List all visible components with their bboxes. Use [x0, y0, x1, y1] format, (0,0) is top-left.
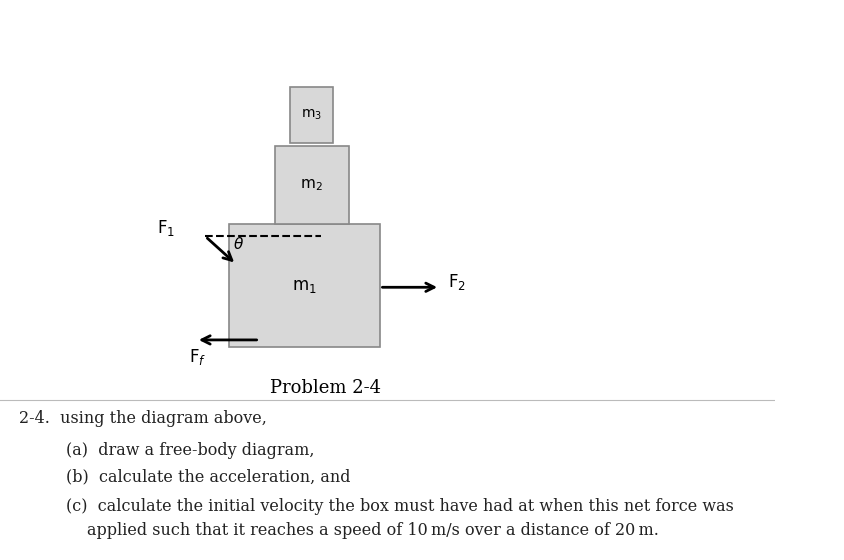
Text: m$_3$: m$_3$: [301, 108, 322, 122]
FancyBboxPatch shape: [229, 224, 380, 347]
Text: F$_1$: F$_1$: [158, 218, 176, 239]
Text: m$_1$: m$_1$: [292, 277, 316, 295]
Text: Problem 2-4: Problem 2-4: [270, 379, 381, 396]
FancyBboxPatch shape: [275, 146, 349, 224]
Text: (b)  calculate the acceleration, and: (b) calculate the acceleration, and: [66, 469, 350, 486]
Text: F$_2$: F$_2$: [447, 272, 466, 292]
Text: m$_2$: m$_2$: [300, 177, 323, 193]
FancyBboxPatch shape: [290, 87, 333, 143]
Text: (c)  calculate the initial velocity the box must have had at when this net force: (c) calculate the initial velocity the b…: [66, 498, 733, 515]
Text: F$_f$: F$_f$: [189, 347, 206, 367]
Text: 2-4.  using the diagram above,: 2-4. using the diagram above,: [19, 410, 268, 427]
Text: θ: θ: [234, 237, 243, 251]
Text: applied such that it reaches a speed of 10 m/s over a distance of 20 m.: applied such that it reaches a speed of …: [87, 522, 658, 539]
Text: (a)  draw a free-body diagram,: (a) draw a free-body diagram,: [66, 442, 314, 459]
